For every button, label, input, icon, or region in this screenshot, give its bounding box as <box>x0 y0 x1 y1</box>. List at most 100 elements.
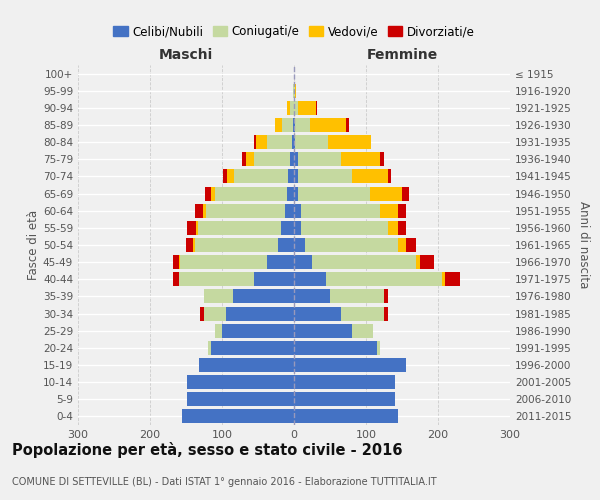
Bar <box>305 238 398 252</box>
Bar <box>294 255 312 269</box>
Bar <box>294 152 298 166</box>
Bar <box>330 290 384 304</box>
Bar <box>254 135 256 149</box>
Bar <box>398 204 406 218</box>
Bar <box>200 306 204 320</box>
Bar <box>233 290 294 304</box>
Bar <box>442 272 445 286</box>
Bar <box>298 186 370 200</box>
Bar <box>294 101 298 115</box>
Bar <box>215 324 222 338</box>
Bar <box>206 204 286 218</box>
Bar <box>416 255 420 269</box>
Bar <box>226 306 294 320</box>
Bar <box>370 186 402 200</box>
Bar <box>298 170 352 183</box>
Bar <box>301 221 388 235</box>
Bar <box>208 341 211 355</box>
Bar <box>290 101 294 115</box>
Bar <box>377 341 380 355</box>
Bar <box>295 118 310 132</box>
Bar <box>352 170 388 183</box>
Bar <box>196 238 278 252</box>
Bar <box>380 152 384 166</box>
Bar <box>196 204 203 218</box>
Bar <box>266 135 292 149</box>
Bar <box>293 84 294 98</box>
Bar <box>294 204 301 218</box>
Bar <box>187 221 196 235</box>
Text: Maschi: Maschi <box>159 48 213 62</box>
Bar <box>294 170 298 183</box>
Bar <box>294 290 330 304</box>
Bar <box>179 255 180 269</box>
Bar <box>312 255 416 269</box>
Bar <box>295 84 296 98</box>
Legend: Celibi/Nubili, Coniugati/e, Vedovi/e, Divorziati/e: Celibi/Nubili, Coniugati/e, Vedovi/e, Di… <box>109 20 479 43</box>
Bar <box>341 152 380 166</box>
Bar <box>242 152 246 166</box>
Bar <box>254 152 290 166</box>
Text: Popolazione per età, sesso e stato civile - 2016: Popolazione per età, sesso e stato civil… <box>12 442 403 458</box>
Bar <box>222 324 294 338</box>
Bar <box>227 170 234 183</box>
Bar <box>316 101 317 115</box>
Bar <box>384 306 388 320</box>
Bar <box>398 238 406 252</box>
Bar <box>294 118 295 132</box>
Bar <box>406 238 416 252</box>
Bar <box>294 341 377 355</box>
Bar <box>294 221 301 235</box>
Bar <box>173 255 179 269</box>
Bar <box>180 255 266 269</box>
Bar <box>256 135 266 149</box>
Bar <box>287 101 290 115</box>
Bar <box>205 186 211 200</box>
Bar <box>388 170 391 183</box>
Y-axis label: Anni di nascita: Anni di nascita <box>577 202 590 288</box>
Bar <box>445 272 460 286</box>
Bar <box>293 118 294 132</box>
Bar <box>294 392 395 406</box>
Bar <box>275 118 282 132</box>
Bar <box>266 255 294 269</box>
Bar <box>246 152 254 166</box>
Text: Femmine: Femmine <box>367 48 437 62</box>
Bar <box>298 101 316 115</box>
Bar <box>294 306 341 320</box>
Bar <box>326 272 442 286</box>
Bar <box>182 410 294 424</box>
Bar <box>198 221 281 235</box>
Bar <box>294 84 295 98</box>
Bar <box>388 221 398 235</box>
Bar <box>286 204 294 218</box>
Bar <box>346 118 349 132</box>
Bar <box>328 135 371 149</box>
Bar <box>173 272 179 286</box>
Bar <box>187 375 294 389</box>
Bar <box>204 290 233 304</box>
Bar <box>294 135 295 149</box>
Bar <box>294 324 352 338</box>
Bar <box>294 238 305 252</box>
Bar <box>199 358 294 372</box>
Bar <box>402 186 409 200</box>
Bar <box>193 238 196 252</box>
Bar <box>301 204 380 218</box>
Bar <box>287 186 294 200</box>
Y-axis label: Fasce di età: Fasce di età <box>27 210 40 280</box>
Bar <box>186 238 193 252</box>
Bar <box>298 152 341 166</box>
Bar <box>384 290 388 304</box>
Bar <box>420 255 434 269</box>
Bar <box>292 135 294 149</box>
Bar <box>294 358 406 372</box>
Bar <box>278 238 294 252</box>
Bar <box>288 170 294 183</box>
Bar <box>294 375 395 389</box>
Bar <box>295 135 328 149</box>
Bar <box>398 221 406 235</box>
Bar <box>341 306 384 320</box>
Bar <box>179 272 254 286</box>
Bar <box>223 170 227 183</box>
